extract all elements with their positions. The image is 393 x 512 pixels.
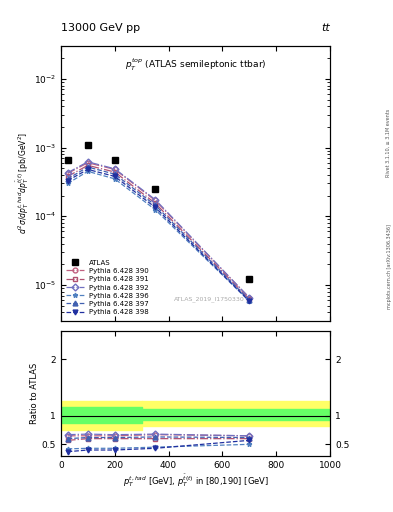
- Pythia 6.428 391: [112, 169, 117, 175]
- Y-axis label: Ratio to ATLAS: Ratio to ATLAS: [30, 362, 39, 424]
- Pythia 6.428 398: [86, 166, 90, 173]
- Pythia 6.428 397: [247, 297, 252, 303]
- Line: Pythia 6.428 397: Pythia 6.428 397: [65, 165, 252, 303]
- Y-axis label: $d^2\sigma / d p_T^{t,had} d p_T^{\bar{t}(t)}$ [pb/GeV$^2$]: $d^2\sigma / d p_T^{t,had} d p_T^{\bar{t…: [14, 133, 31, 234]
- Pythia 6.428 397: [86, 164, 90, 170]
- ATLAS: [65, 157, 70, 163]
- Line: Pythia 6.428 398: Pythia 6.428 398: [65, 167, 252, 304]
- Pythia 6.428 396: [153, 206, 158, 212]
- Pythia 6.428 391: [247, 296, 252, 302]
- Pythia 6.428 396: [247, 298, 252, 304]
- Pythia 6.428 396: [86, 168, 90, 175]
- Pythia 6.428 392: [153, 197, 158, 203]
- Pythia 6.428 391: [86, 162, 90, 168]
- Pythia 6.428 392: [65, 169, 70, 176]
- ATLAS: [247, 276, 252, 283]
- Text: $p_T^{top}$ (ATLAS semileptonic ttbar): $p_T^{top}$ (ATLAS semileptonic ttbar): [125, 57, 266, 73]
- Pythia 6.428 390: [153, 197, 158, 203]
- Pythia 6.428 398: [153, 204, 158, 210]
- Pythia 6.428 390: [112, 166, 117, 173]
- Text: mcplots.cern.ch [arXiv:1306.3436]: mcplots.cern.ch [arXiv:1306.3436]: [387, 224, 392, 309]
- ATLAS: [86, 142, 90, 148]
- Pythia 6.428 392: [86, 159, 90, 165]
- Pythia 6.428 398: [65, 178, 70, 184]
- Text: ATLAS_2019_I1750330: ATLAS_2019_I1750330: [174, 296, 244, 302]
- Text: Rivet 3.1.10, ≥ 3.1M events: Rivet 3.1.10, ≥ 3.1M events: [386, 109, 391, 178]
- Pythia 6.428 397: [112, 171, 117, 177]
- Text: 13000 GeV pp: 13000 GeV pp: [61, 23, 140, 33]
- Pythia 6.428 396: [112, 176, 117, 182]
- Pythia 6.428 397: [65, 176, 70, 182]
- Line: Pythia 6.428 396: Pythia 6.428 396: [65, 169, 252, 304]
- Pythia 6.428 398: [112, 174, 117, 180]
- ATLAS: [112, 157, 117, 163]
- ATLAS: [153, 186, 158, 192]
- Legend: ATLAS, Pythia 6.428 390, Pythia 6.428 391, Pythia 6.428 392, Pythia 6.428 396, P: ATLAS, Pythia 6.428 390, Pythia 6.428 39…: [64, 258, 151, 317]
- Pythia 6.428 392: [112, 166, 117, 172]
- Pythia 6.428 397: [153, 202, 158, 208]
- Pythia 6.428 390: [86, 160, 90, 166]
- Pythia 6.428 391: [153, 200, 158, 206]
- Pythia 6.428 392: [247, 295, 252, 301]
- Line: Pythia 6.428 390: Pythia 6.428 390: [65, 160, 252, 300]
- Pythia 6.428 390: [65, 170, 70, 177]
- Pythia 6.428 390: [247, 295, 252, 301]
- Pythia 6.428 396: [65, 180, 70, 186]
- Line: Pythia 6.428 391: Pythia 6.428 391: [65, 163, 252, 302]
- Line: ATLAS: ATLAS: [64, 141, 253, 283]
- X-axis label: $p_T^{t,had}$ [GeV], $p_T^{\bar{t}(t)}$ in [80,190] [GeV]: $p_T^{t,had}$ [GeV], $p_T^{\bar{t}(t)}$ …: [123, 472, 268, 489]
- Line: Pythia 6.428 392: Pythia 6.428 392: [65, 159, 252, 300]
- Text: tt: tt: [321, 23, 330, 33]
- Pythia 6.428 398: [247, 298, 252, 304]
- Pythia 6.428 391: [65, 174, 70, 180]
